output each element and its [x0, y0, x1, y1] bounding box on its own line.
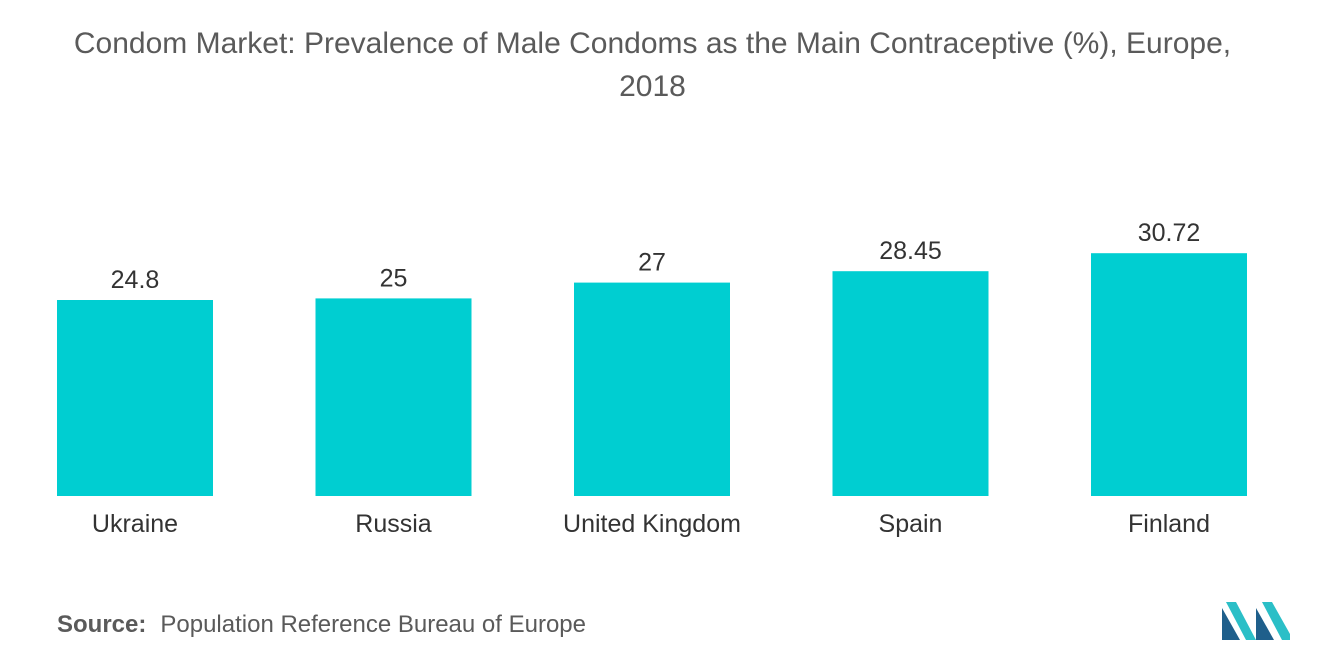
chart-title-line-1: Condom Market: Prevalence of Male Condom… [73, 27, 1232, 60]
mordor-intelligence-logo-icon [1222, 602, 1290, 640]
source-text: Population Reference Bureau of Europe [160, 611, 586, 638]
bar-ukraine [57, 300, 213, 496]
chart-title: Condom Market: Prevalence of Male Condom… [0, 22, 1305, 108]
bar-russia [315, 298, 472, 496]
logo-right-shape [1262, 602, 1290, 640]
category-label: Russia [355, 510, 432, 538]
source-key: Source: [57, 611, 147, 638]
data-label: 25 [380, 264, 408, 292]
category-label: Finland [1128, 510, 1210, 538]
source-note: Source: Population Reference Bureau of Eu… [57, 611, 586, 639]
logo-mid-right-shape [1256, 608, 1274, 640]
chart-title-line-2: 2018 [619, 70, 686, 103]
bar-finland [1091, 253, 1247, 496]
data-label: 27 [638, 249, 666, 277]
logo-left-shape [1222, 608, 1240, 640]
data-label: 28.45 [879, 237, 942, 265]
category-label: Spain [879, 510, 943, 538]
category-label: United Kingdom [563, 510, 741, 538]
logo-mid-shape [1226, 602, 1256, 640]
bar-spain [832, 271, 989, 496]
bar-united-kingdom [574, 282, 730, 496]
data-label: 24.8 [111, 266, 160, 294]
category-label: Ukraine [92, 510, 178, 538]
data-label: 30.72 [1138, 219, 1201, 247]
